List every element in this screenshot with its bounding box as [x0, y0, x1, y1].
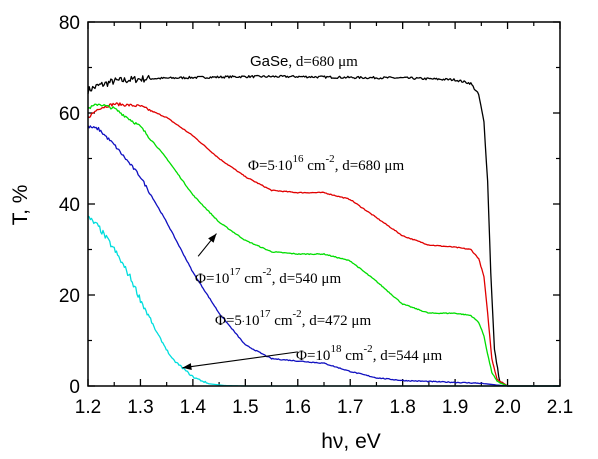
annotation-phi-5e16: Φ=5.1016 cm-2, d=680 μm [248, 153, 404, 174]
y-tick-label: 20 [59, 286, 80, 307]
annotation-phi-1e17: Φ=1017 cm-2, d=540 μm [195, 266, 341, 287]
series-line-3 [87, 125, 560, 387]
x-tick-label: 1.6 [285, 397, 311, 418]
y-axis-label: T, % [9, 185, 32, 226]
x-tick-label: 2.1 [547, 397, 573, 418]
plot-frame [87, 21, 561, 387]
x-tick-label: 1.4 [180, 397, 207, 418]
annotation-gase: GaSe, d=680 μm [250, 53, 358, 70]
series-line-2 [87, 103, 560, 387]
arrow-head-1 [182, 363, 192, 371]
x-tick-labels: 1.2 1.3 1.4 1.5 1.6 1.7 1.8 1.9 2.0 2.1 [75, 397, 573, 418]
arrow-head-0 [208, 233, 217, 243]
x-tick-label: 1.8 [389, 397, 415, 418]
x-tick-label: 1.7 [337, 397, 363, 418]
x-tick-label: 1.5 [232, 397, 258, 418]
x-tick-label: 1.2 [75, 397, 101, 418]
y-tick-label: 60 [59, 104, 80, 125]
y-tick-label: 0 [69, 377, 80, 398]
x-tick-label: 1.9 [442, 397, 468, 418]
y-tick-label: 40 [59, 195, 80, 216]
x-axis-label: hν, eV [321, 430, 381, 453]
y-tick-labels: 0 20 40 60 80 [59, 13, 80, 398]
series-line-1 [87, 102, 560, 387]
annotation-phi-5e17: Φ=5.1017 cm-2, d=472 μm [215, 308, 371, 329]
annotation-arrows [182, 233, 298, 371]
arrow-line-1 [182, 351, 298, 369]
annotation-phi-1e18: Φ=1018 cm-2, d=544 μm [296, 343, 442, 364]
series-lines [87, 74, 560, 387]
y-tick-label: 80 [59, 13, 80, 34]
x-tick-label: 1.3 [127, 397, 153, 418]
series-line-0 [87, 74, 560, 387]
x-tick-label: 2.0 [494, 397, 520, 418]
